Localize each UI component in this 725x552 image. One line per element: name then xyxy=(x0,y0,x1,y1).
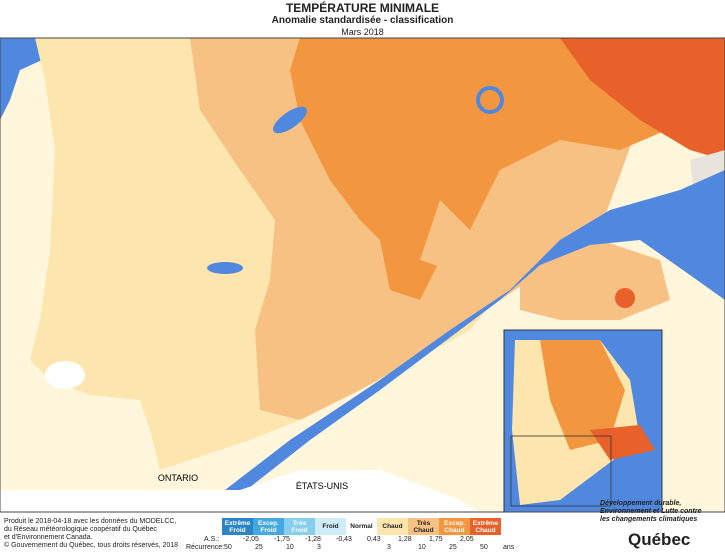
map-frame xyxy=(0,37,725,513)
inset-region xyxy=(590,425,655,460)
legend-class: Extrême Chaud xyxy=(470,518,501,535)
threshold: 2,05 xyxy=(460,536,474,543)
region-chaud xyxy=(30,38,620,470)
legend-class: Extrême Froid xyxy=(222,518,253,535)
water xyxy=(0,38,50,120)
recurrence: 10 xyxy=(418,544,426,551)
legend-class: Très Froid xyxy=(284,518,315,535)
legend-class: Très Chaud xyxy=(408,518,439,535)
credits: Produit le 2018-04-18 avec les données d… xyxy=(4,518,176,542)
legend-class: Normal xyxy=(346,518,377,535)
region-extreme-chaud xyxy=(560,38,725,160)
region-tres-chaud xyxy=(520,240,670,320)
region-excep-chaud xyxy=(290,38,700,300)
recurrence-unit: ans xyxy=(503,544,515,551)
threshold: 1,75 xyxy=(429,536,443,543)
legend-class: Froid xyxy=(315,518,346,535)
recurrence-label: Récurrence: xyxy=(186,544,225,551)
recurrence: 25 xyxy=(255,544,263,551)
recurrence: 50 xyxy=(480,544,488,551)
outside-land xyxy=(690,150,725,260)
recurrence: 3 xyxy=(387,544,391,551)
map-label: ÉTATS-UNIS xyxy=(296,481,348,491)
recurrence: 3 xyxy=(317,544,321,551)
lake xyxy=(207,262,243,274)
inset-region xyxy=(540,340,625,450)
recurrence: 50 xyxy=(224,544,232,551)
threshold: -1,28 xyxy=(305,536,321,543)
credit-line: du Réseau météorologique coopératif du Q… xyxy=(4,526,157,533)
credit-line: Produit le 2018-04-18 avec les données d… xyxy=(4,518,177,525)
river-gulf xyxy=(225,170,725,495)
region-extreme-chaud xyxy=(615,288,635,308)
copyright: © Gouvernement du Québec, tous droits ré… xyxy=(4,542,179,549)
lake xyxy=(476,86,504,114)
inset-frame xyxy=(510,435,612,507)
south-land xyxy=(0,470,480,512)
region-normal xyxy=(45,361,85,389)
legend-class: Excep. Froid xyxy=(253,518,284,535)
subtitle: Anomalie standardisée - classification xyxy=(271,15,454,26)
recurrence: 25 xyxy=(449,544,457,551)
recurrence: 10 xyxy=(286,544,294,551)
ministry: Développement durable, Environnement et … xyxy=(600,500,702,523)
legend-class: Excep. Chaud xyxy=(439,518,470,535)
threshold: -1,75 xyxy=(274,536,290,543)
threshold: 1,28 xyxy=(398,536,412,543)
land-base xyxy=(0,38,725,512)
inset-map xyxy=(503,329,663,513)
title: TEMPÉRATURE MINIMALE xyxy=(285,1,440,15)
legend-class: Chaud xyxy=(377,518,408,535)
threshold: 0,43 xyxy=(367,536,381,543)
date: Mars 2018 xyxy=(341,27,384,37)
region-tres-chaud xyxy=(420,200,470,270)
credit-line: et d'Environnement Canada. xyxy=(4,534,93,541)
brand: Québec xyxy=(628,530,691,549)
threshold: -2,05 xyxy=(243,536,259,543)
lake xyxy=(272,106,308,134)
region-tres-chaud xyxy=(190,38,640,420)
map-label: ONTARIO xyxy=(158,473,198,483)
inset-land xyxy=(512,340,640,505)
threshold: -0,43 xyxy=(336,536,352,543)
as-label: A.S.: xyxy=(204,536,220,543)
